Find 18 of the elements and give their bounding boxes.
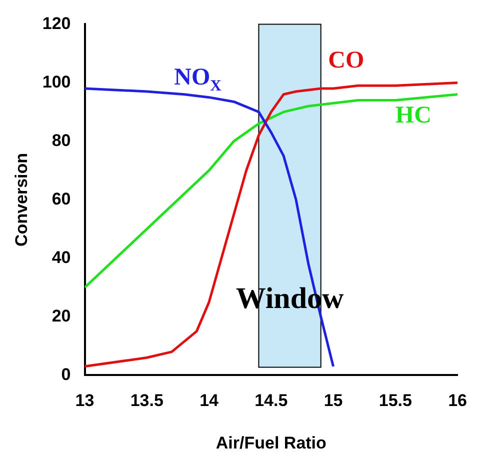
x-tick-label: 14 [200, 391, 220, 410]
x-axis-title: Air/Fuel Ratio [216, 433, 326, 452]
y-tick-label: 20 [52, 306, 71, 326]
y-tick-label: 120 [42, 14, 71, 33]
x-tick-label: 13 [75, 391, 94, 410]
y-tick-label: 80 [52, 130, 71, 150]
x-tick-label: 14.5 [254, 391, 288, 410]
y-tick-label: 40 [52, 248, 71, 267]
x-tick-label: 15 [324, 391, 343, 410]
y-tick-label: 0 [61, 364, 71, 384]
series-label: HC [395, 102, 432, 128]
x-tick-label: 15.5 [378, 391, 412, 410]
x-tick-label: 13.5 [130, 391, 164, 410]
y-tick-label: 60 [52, 189, 71, 208]
x-tick-label: 16 [448, 391, 468, 410]
series-label: CO [328, 48, 364, 74]
y-axis-title: Conversion [12, 152, 31, 246]
y-tick-label: 100 [42, 72, 71, 92]
